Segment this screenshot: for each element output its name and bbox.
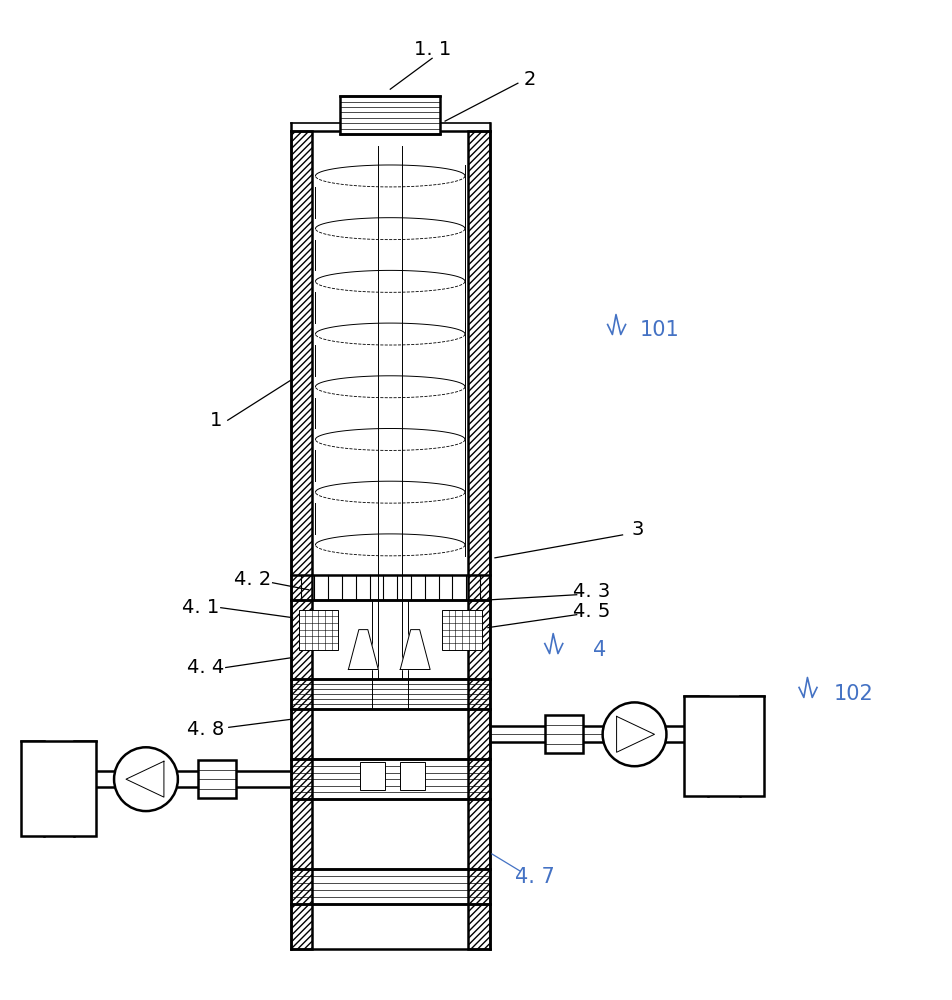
Text: 3: 3 bbox=[630, 520, 643, 539]
Text: 4. 1: 4. 1 bbox=[182, 598, 219, 617]
Text: 1. 1: 1. 1 bbox=[413, 40, 450, 59]
Bar bbox=[467, 131, 489, 949]
Bar bbox=[684, 696, 764, 796]
Circle shape bbox=[114, 747, 178, 811]
Bar bbox=[198, 760, 235, 798]
Text: 101: 101 bbox=[639, 320, 679, 340]
Text: 4: 4 bbox=[592, 640, 605, 660]
Polygon shape bbox=[348, 630, 378, 670]
Polygon shape bbox=[400, 630, 429, 670]
Text: 4. 3: 4. 3 bbox=[572, 582, 609, 601]
Text: 102: 102 bbox=[833, 684, 873, 704]
Text: 4. 8: 4. 8 bbox=[187, 720, 224, 739]
Text: 4. 5: 4. 5 bbox=[572, 602, 609, 621]
Polygon shape bbox=[126, 761, 164, 797]
Bar bbox=[290, 131, 312, 949]
Bar bbox=[442, 610, 482, 650]
Bar bbox=[545, 715, 582, 753]
Circle shape bbox=[602, 702, 665, 766]
Bar bbox=[21, 741, 96, 836]
Bar bbox=[360, 762, 385, 790]
Bar bbox=[298, 610, 338, 650]
Polygon shape bbox=[616, 716, 654, 752]
Text: 2: 2 bbox=[523, 70, 535, 89]
Bar bbox=[340, 96, 440, 134]
Text: 4. 4: 4. 4 bbox=[187, 658, 224, 677]
Bar bbox=[400, 762, 425, 790]
Text: 1: 1 bbox=[209, 411, 222, 430]
Text: 4. 2: 4. 2 bbox=[234, 570, 271, 589]
Text: 4. 7: 4. 7 bbox=[514, 867, 554, 887]
